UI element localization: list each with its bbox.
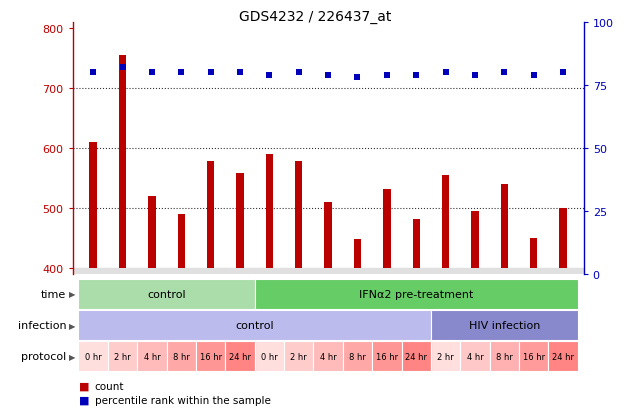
Point	[440, 70, 451, 76]
Bar	[237, 174, 244, 268]
Bar	[354, 240, 361, 268]
Bar	[519, 341, 548, 371]
Text: protocol: protocol	[21, 351, 66, 361]
Text: 4 hr: 4 hr	[466, 352, 483, 361]
Text: count: count	[95, 381, 124, 391]
Text: percentile rank within the sample: percentile rank within the sample	[95, 395, 271, 405]
Bar	[401, 341, 431, 371]
Bar	[78, 311, 431, 340]
Text: 16 hr: 16 hr	[199, 352, 221, 361]
Bar	[266, 155, 273, 268]
Point	[382, 72, 392, 79]
Text: 16 hr: 16 hr	[522, 352, 545, 361]
Bar	[431, 311, 578, 340]
Point	[117, 65, 127, 71]
Bar	[255, 341, 284, 371]
Bar	[148, 197, 156, 268]
Bar	[295, 162, 302, 268]
Point	[558, 70, 568, 76]
Point	[264, 72, 274, 79]
Text: 2 hr: 2 hr	[437, 352, 454, 361]
Text: infection: infection	[18, 320, 66, 330]
Text: ■: ■	[79, 381, 90, 391]
Text: 8 hr: 8 hr	[496, 352, 513, 361]
Point	[529, 72, 539, 79]
Bar	[372, 341, 401, 371]
Text: ▶: ▶	[69, 290, 76, 299]
Bar	[177, 215, 185, 268]
Bar	[196, 341, 225, 371]
Bar	[383, 190, 391, 268]
Point	[206, 70, 216, 76]
Text: GDS4232 / 226437_at: GDS4232 / 226437_at	[239, 10, 392, 24]
Text: 4 hr: 4 hr	[143, 352, 160, 361]
Bar	[255, 280, 578, 309]
Bar	[431, 341, 460, 371]
Point	[293, 70, 304, 76]
Bar	[78, 341, 108, 371]
Text: 24 hr: 24 hr	[229, 352, 251, 361]
Point	[176, 70, 186, 76]
Point	[323, 72, 333, 79]
Bar	[284, 341, 314, 371]
Bar	[207, 162, 215, 268]
Bar	[460, 341, 490, 371]
Point	[235, 70, 245, 76]
Text: time: time	[41, 289, 66, 299]
Text: 8 hr: 8 hr	[173, 352, 190, 361]
Bar	[548, 341, 578, 371]
Point	[470, 72, 480, 79]
Bar	[119, 56, 126, 268]
Point	[88, 70, 98, 76]
Text: 24 hr: 24 hr	[405, 352, 427, 361]
Text: ▶: ▶	[69, 321, 76, 330]
Bar	[108, 341, 137, 371]
Text: ■: ■	[79, 395, 90, 405]
Text: 2 hr: 2 hr	[114, 352, 131, 361]
Point	[411, 72, 422, 79]
Bar	[225, 341, 255, 371]
Bar	[314, 341, 343, 371]
Text: 0 hr: 0 hr	[261, 352, 278, 361]
Bar	[471, 211, 479, 268]
Text: HIV infection: HIV infection	[469, 320, 540, 330]
Bar	[167, 341, 196, 371]
Text: 0 hr: 0 hr	[85, 352, 102, 361]
Point	[147, 70, 157, 76]
Bar	[137, 341, 167, 371]
Point	[353, 75, 363, 81]
Bar	[490, 341, 519, 371]
Bar	[500, 185, 508, 268]
Bar	[530, 239, 538, 268]
Text: 2 hr: 2 hr	[290, 352, 307, 361]
Text: 16 hr: 16 hr	[376, 352, 398, 361]
Bar	[442, 176, 449, 268]
Text: 4 hr: 4 hr	[320, 352, 336, 361]
Bar	[73, 268, 584, 275]
Text: control: control	[147, 289, 186, 299]
Bar	[413, 219, 420, 268]
Text: 8 hr: 8 hr	[349, 352, 366, 361]
Bar	[560, 209, 567, 268]
Text: IFNα2 pre-treatment: IFNα2 pre-treatment	[359, 289, 473, 299]
Bar	[78, 280, 255, 309]
Bar	[90, 142, 97, 268]
Text: ▶: ▶	[69, 352, 76, 361]
Bar	[343, 341, 372, 371]
Point	[499, 70, 509, 76]
Text: control: control	[235, 320, 274, 330]
Text: 24 hr: 24 hr	[552, 352, 574, 361]
Bar	[324, 203, 332, 268]
